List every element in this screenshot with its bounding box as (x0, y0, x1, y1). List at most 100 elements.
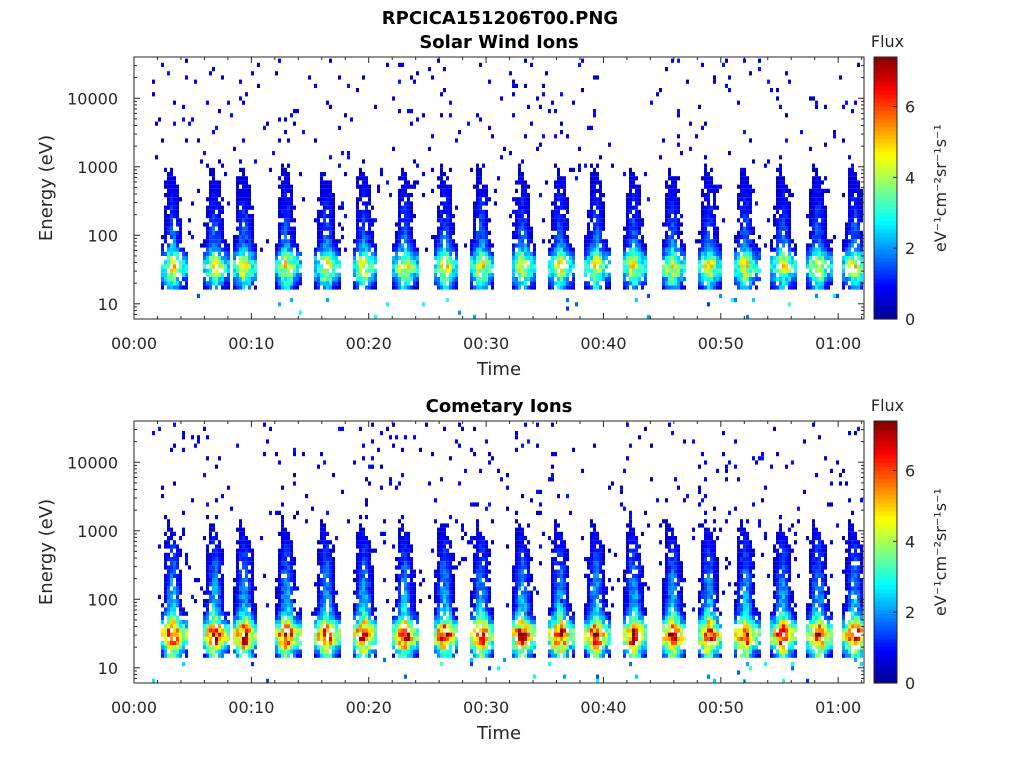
heatmap-cell (809, 214, 812, 219)
heatmap-cell (533, 264, 536, 269)
heatmap-cell (182, 624, 185, 629)
heatmap-cell (284, 557, 287, 562)
heatmap-cell (713, 184, 716, 189)
heatmap-cell (860, 197, 863, 202)
heatmap-cell (362, 586, 365, 591)
heatmap-cell (215, 218, 218, 223)
heatmap-cell (320, 184, 323, 189)
heatmap-cell (788, 205, 791, 210)
heatmap-cell (290, 544, 293, 549)
heatmap-cell (368, 218, 371, 223)
heatmap-cell (359, 594, 362, 599)
heatmap-cell (317, 573, 320, 578)
heatmap-cell (176, 578, 179, 583)
heatmap-cell (746, 235, 749, 240)
heatmap-cell (212, 645, 215, 650)
heatmap-cell (215, 620, 218, 625)
heatmap-cell (218, 205, 221, 210)
heatmap-cell (320, 624, 323, 629)
heatmap-cell (428, 67, 431, 72)
heatmap-cell (365, 251, 368, 256)
heatmap-cell (281, 523, 284, 528)
heatmap-cell (707, 239, 710, 244)
heatmap-cell (392, 243, 395, 248)
heatmap-cell (560, 251, 563, 256)
heatmap-cell (335, 264, 338, 269)
heatmap-cell (383, 531, 386, 536)
heatmap-cell (236, 218, 239, 223)
heatmap-cell (221, 594, 224, 599)
heatmap-cell (593, 264, 596, 269)
heatmap-cell (236, 527, 239, 532)
heatmap-cell (398, 285, 401, 290)
heatmap-cell (329, 58, 332, 63)
heatmap-cell (278, 641, 281, 646)
heatmap-cell (173, 552, 176, 557)
heatmap-cell (446, 222, 449, 227)
heatmap-cell (173, 188, 176, 193)
heatmap-cell (227, 485, 230, 490)
heatmap-cell (638, 230, 641, 235)
heatmap-cell (281, 264, 284, 269)
heatmap-cell (602, 251, 605, 256)
heatmap-cell (209, 264, 212, 269)
heatmap-cell (446, 214, 449, 219)
heatmap-cell (170, 281, 173, 286)
heatmap-cell (527, 264, 530, 269)
heatmap-cell (437, 281, 440, 286)
heatmap-cell (851, 222, 854, 227)
heatmap-cell (746, 247, 749, 252)
heatmap-cell (743, 260, 746, 265)
heatmap-cell (368, 594, 371, 599)
heatmap-cell (302, 130, 305, 135)
heatmap-cell (482, 222, 485, 227)
heatmap-cell (221, 209, 224, 214)
heatmap-cell (299, 264, 302, 269)
heatmap-cell (311, 611, 314, 616)
heatmap-cell (518, 285, 521, 290)
heatmap-cell (701, 247, 704, 252)
heatmap-cell (374, 653, 377, 658)
heatmap-cell (674, 268, 677, 273)
heatmap-cell (818, 268, 821, 273)
heatmap-cell (476, 235, 479, 240)
heatmap-cell (665, 251, 668, 256)
heatmap-cell (551, 235, 554, 240)
heatmap-cell (287, 536, 290, 541)
heatmap-cell (779, 235, 782, 240)
heatmap-cell (749, 138, 752, 143)
heatmap-cell (590, 247, 593, 252)
heatmap-cell (638, 272, 641, 277)
heatmap-cell (632, 285, 635, 290)
heatmap-cell (470, 247, 473, 252)
heatmap-cell (362, 75, 365, 80)
heatmap-cell (671, 251, 674, 256)
heatmap-cell (278, 277, 281, 282)
heatmap-cell (242, 201, 245, 206)
heatmap-cell (236, 239, 239, 244)
heatmap-cell (740, 188, 743, 193)
heatmap-cell (317, 594, 320, 599)
heatmap-cell (590, 180, 593, 185)
heatmap-cell (206, 260, 209, 265)
heatmap-cell (683, 247, 686, 252)
heatmap-cell (401, 653, 404, 658)
heatmap-cell (236, 636, 239, 641)
heatmap-cell (791, 256, 794, 261)
heatmap-cell (182, 431, 185, 436)
heatmap-cell (809, 222, 812, 227)
heatmap-cell (212, 256, 215, 261)
heatmap-cell (179, 268, 182, 273)
heatmap-cell (815, 293, 818, 298)
heatmap-cell (632, 251, 635, 256)
heatmap-cell (824, 268, 827, 273)
heatmap-cell (437, 243, 440, 248)
heatmap-cell (332, 226, 335, 231)
heatmap-cell (482, 230, 485, 235)
heatmap-cell (212, 628, 215, 633)
heatmap-cell (290, 628, 293, 633)
heatmap-cell (401, 561, 404, 566)
heatmap-cell (167, 552, 170, 557)
heatmap-cell (392, 653, 395, 658)
heatmap-cell (743, 130, 746, 135)
